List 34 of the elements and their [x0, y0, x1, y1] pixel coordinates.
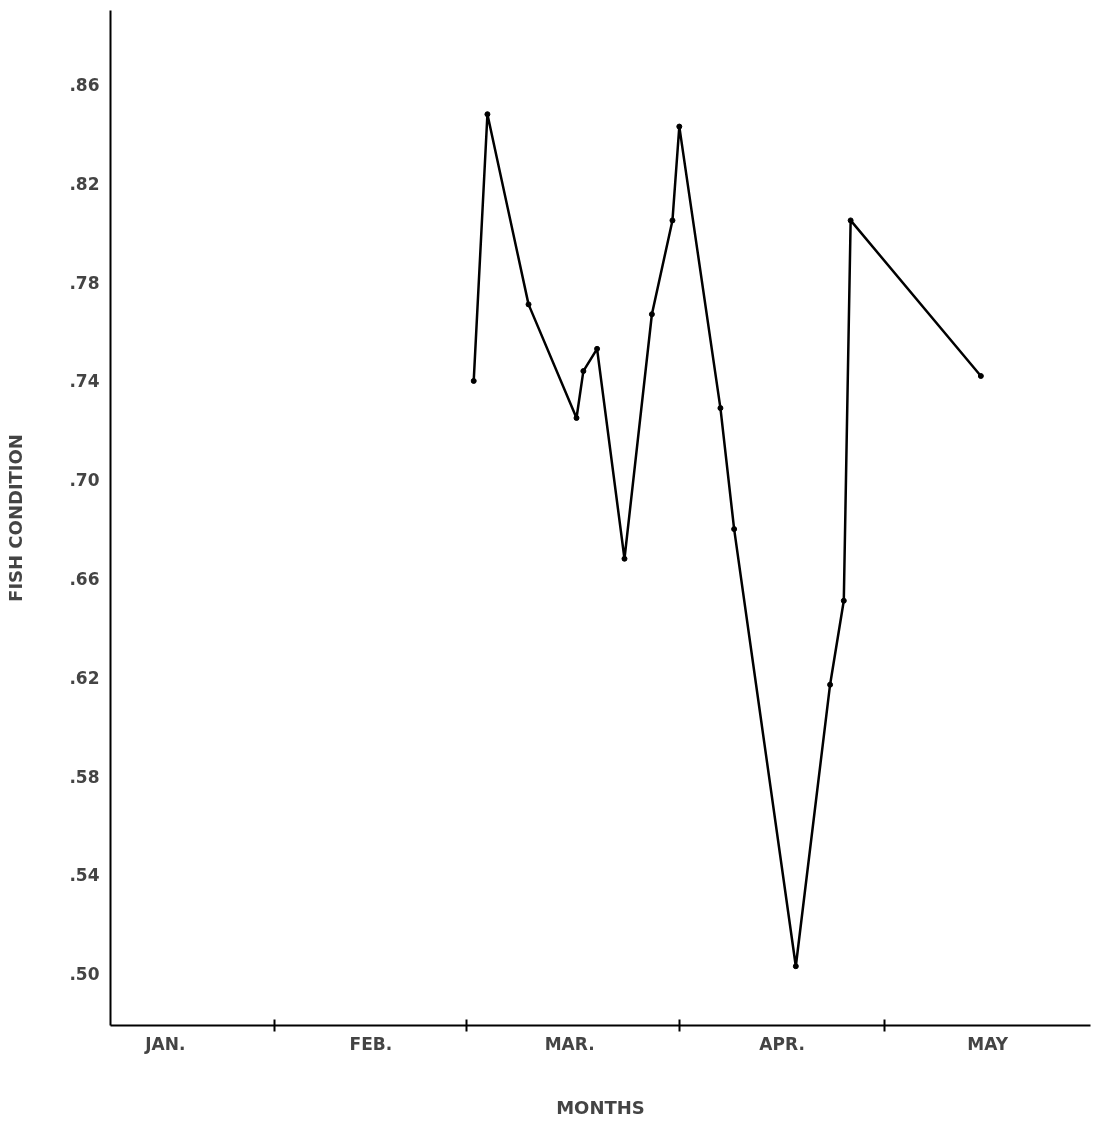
point [977, 373, 984, 379]
y-tick-label: .66 [69, 569, 100, 589]
point [676, 123, 683, 130]
x-tick-label: FEB. [349, 1033, 393, 1054]
x-tick-label: MAR. [544, 1033, 595, 1054]
x-tick-label: JAN. [144, 1033, 186, 1054]
point [717, 405, 724, 412]
y-tick-label: .78 [69, 272, 100, 293]
x-tick-label: APR. [759, 1033, 805, 1054]
point [648, 311, 655, 318]
point [594, 345, 601, 352]
y-tick-label: .50 [69, 964, 100, 985]
point [525, 301, 532, 308]
y-tick-label: .82 [69, 173, 100, 194]
point [827, 681, 834, 688]
point [573, 414, 580, 421]
y-tick-label: .70 [69, 470, 100, 491]
point [484, 111, 491, 118]
point [840, 597, 847, 604]
y-tick-label: .54 [69, 865, 100, 886]
y-tick-label: .86 [69, 75, 100, 96]
point [580, 368, 587, 375]
y-tick-label: .62 [69, 667, 100, 688]
point [669, 217, 676, 224]
y-tick-label: .58 [69, 766, 100, 787]
x-axis-title: MONTHS [556, 1096, 645, 1118]
point [792, 963, 799, 970]
y-axis-title: FISH CONDITION [5, 434, 27, 602]
y-tick-label: .74 [69, 371, 100, 392]
point [621, 555, 628, 562]
point [470, 377, 477, 384]
point [847, 217, 854, 224]
x-tick-label: MAY [967, 1033, 1009, 1054]
point [731, 526, 738, 533]
